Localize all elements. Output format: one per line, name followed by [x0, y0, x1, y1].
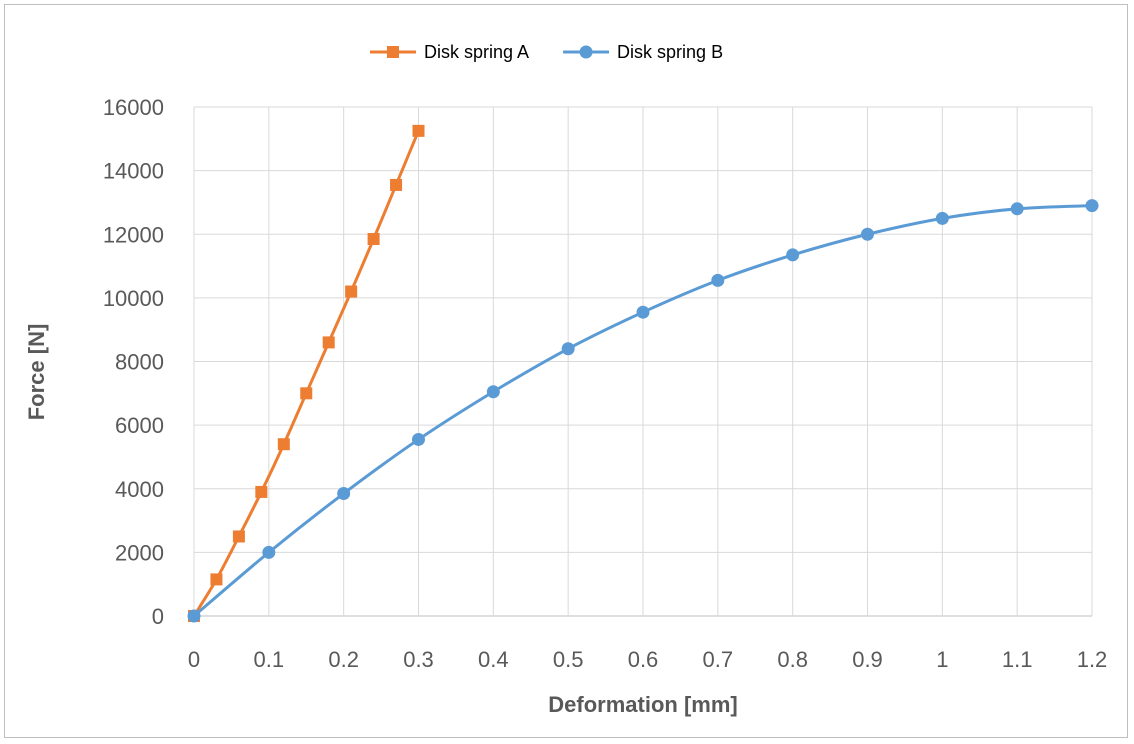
y-tick-label: 6000 — [115, 413, 164, 438]
data-point — [636, 305, 650, 319]
legend-label: Disk spring B — [617, 42, 723, 62]
data-point — [345, 285, 358, 298]
data-point — [210, 573, 223, 586]
legend-item: Disk spring A — [370, 42, 529, 62]
x-tick-label: 0.8 — [777, 647, 808, 672]
x-tick-label: 1 — [936, 647, 948, 672]
legend: Disk spring A Disk spring B — [370, 42, 723, 62]
data-point — [711, 273, 725, 287]
legend-marker — [579, 45, 593, 59]
data-point — [412, 124, 425, 137]
data-point — [232, 530, 245, 543]
x-tick-label: 0.9 — [852, 647, 883, 672]
data-point — [367, 233, 380, 246]
data-point — [935, 211, 949, 225]
data-point — [486, 385, 500, 399]
legend-item: Disk spring B — [563, 42, 723, 62]
x-tick-label: 0.2 — [328, 647, 359, 672]
legend-label: Disk spring A — [424, 42, 529, 62]
data-point — [390, 178, 403, 191]
grid-lines — [193, 106, 1093, 617]
x-tick-label: 0.1 — [254, 647, 285, 672]
x-tick-label: 0.4 — [478, 647, 509, 672]
data-point — [187, 609, 201, 623]
y-axis-title: Force [N] — [24, 324, 49, 421]
series-layer — [187, 124, 1099, 623]
x-tick-label: 0.6 — [628, 647, 659, 672]
y-tick-label: 4000 — [115, 477, 164, 502]
x-tick-label: 0.3 — [403, 647, 434, 672]
y-tick-label: 8000 — [115, 350, 164, 375]
data-point — [300, 387, 313, 400]
y-tick-label: 12000 — [103, 222, 164, 247]
y-tick-label: 14000 — [103, 159, 164, 184]
data-point — [262, 545, 276, 559]
x-tick-label: 0 — [188, 647, 200, 672]
data-point — [786, 248, 800, 262]
y-tick-label: 0 — [152, 604, 164, 629]
series-line — [192, 130, 420, 617]
data-point — [277, 438, 290, 451]
x-axis-title: Deformation [mm] — [548, 692, 737, 717]
y-tick-labels: 0 2000 4000 6000 8000 10000 12000 14000 16000 — [103, 95, 164, 629]
data-point — [255, 485, 268, 498]
legend-marker — [387, 46, 399, 58]
y-tick-label: 10000 — [103, 286, 164, 311]
data-point — [861, 227, 874, 241]
data-point — [412, 432, 425, 446]
data-point — [1010, 202, 1024, 216]
x-tick-labels: 0 0.1 0.2 0.3 0.4 0.5 0.6 0.7 0.8 0.9 1 1.1 1.2 — [188, 647, 1107, 672]
data-point — [561, 342, 575, 356]
x-tick-label: 1.2 — [1077, 647, 1108, 672]
series-disk-spring-b — [187, 199, 1099, 623]
y-tick-label: 16000 — [103, 95, 164, 120]
x-tick-label: 1.1 — [1002, 647, 1033, 672]
series-disk-spring-a — [188, 124, 425, 622]
x-tick-label: 0.7 — [703, 647, 734, 672]
y-tick-label: 2000 — [115, 540, 164, 565]
data-point — [1085, 199, 1099, 213]
data-point — [337, 487, 351, 501]
data-point — [322, 336, 335, 349]
x-tick-label: 0.5 — [553, 647, 584, 672]
